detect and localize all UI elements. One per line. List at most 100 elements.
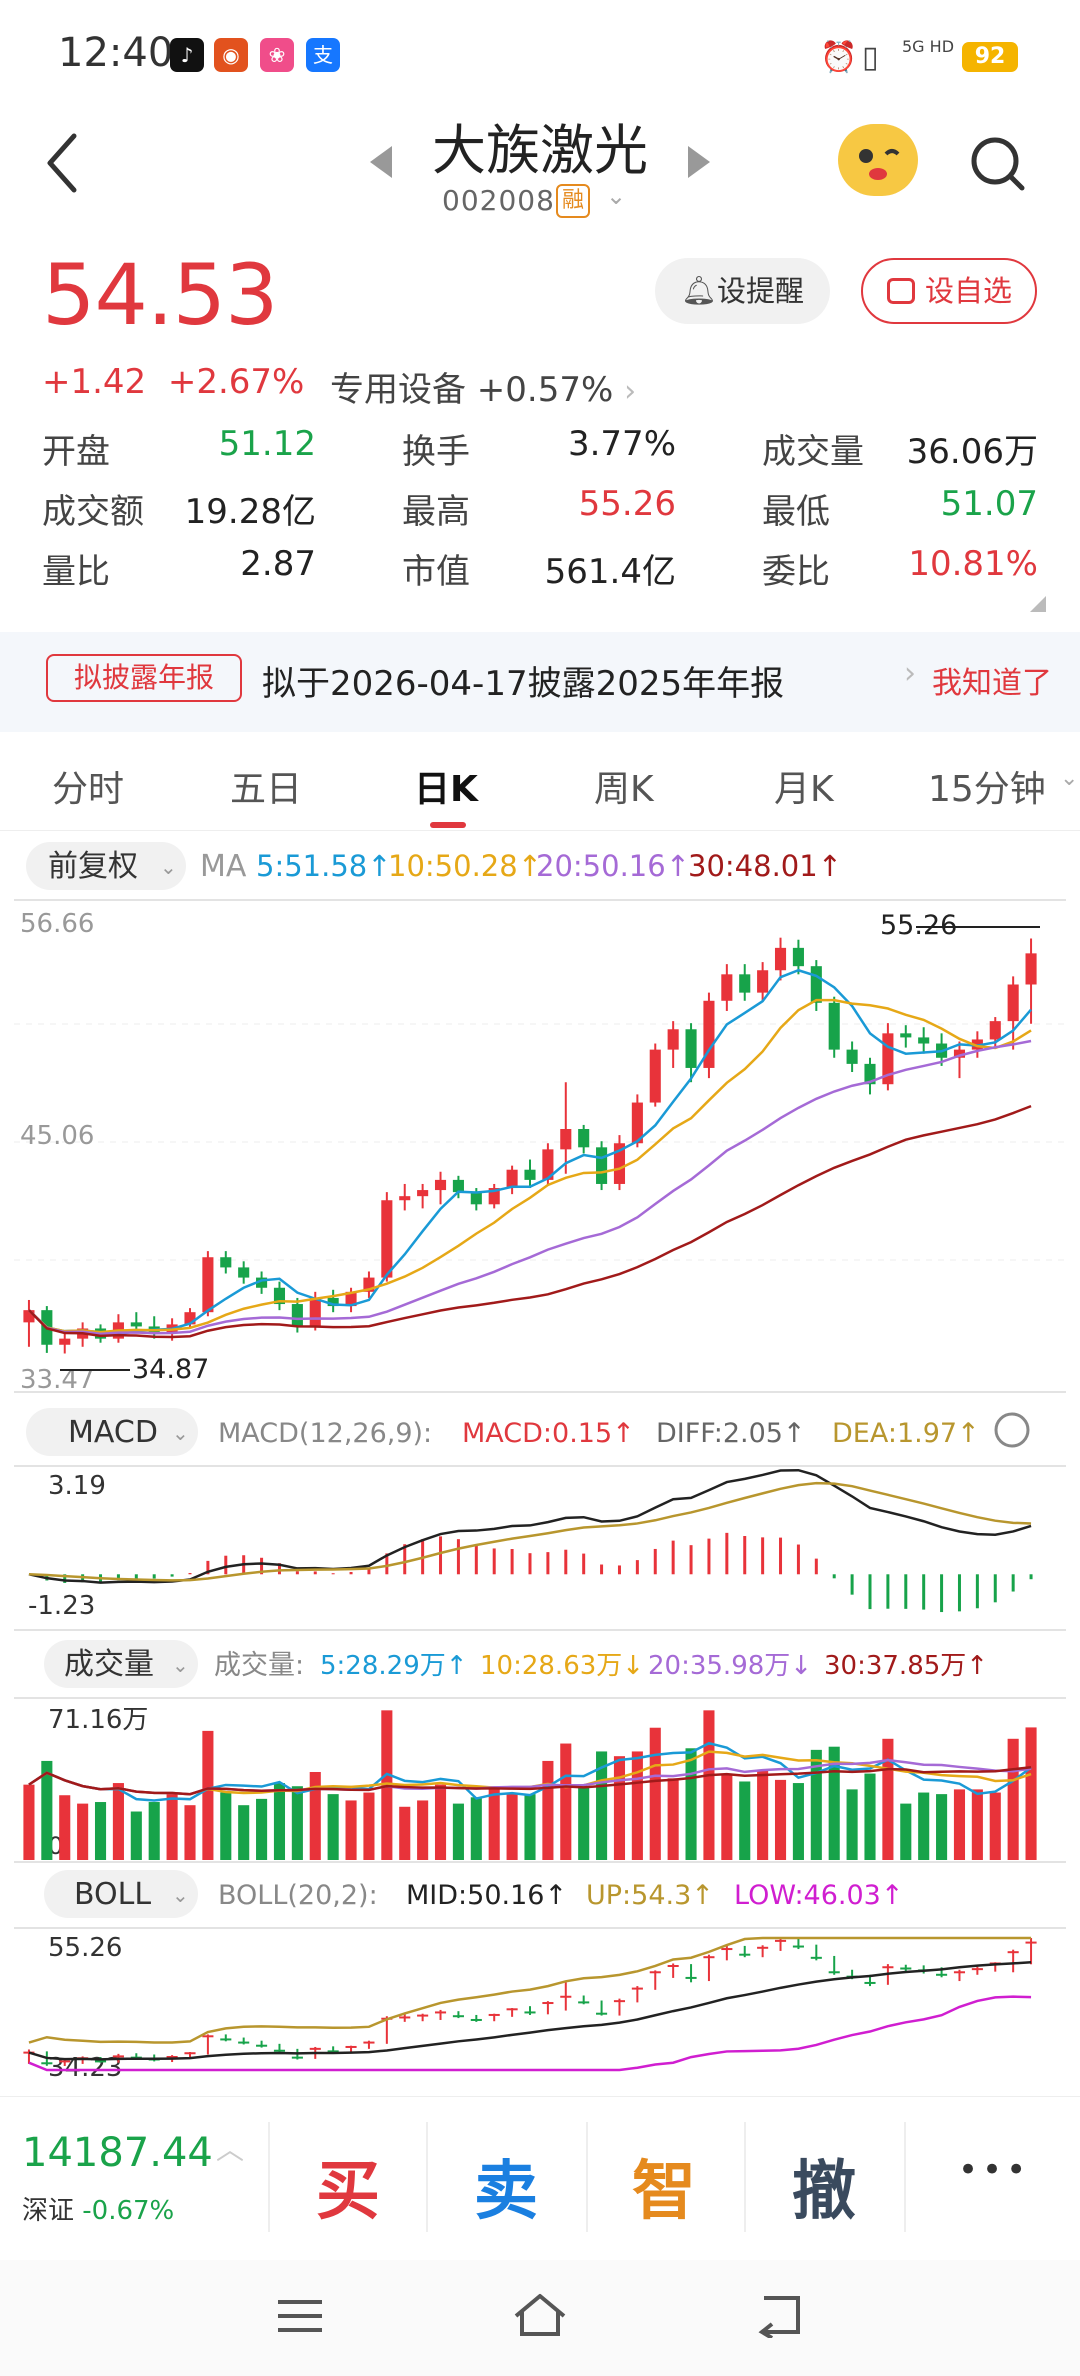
candle-body [434,1179,447,1191]
volume-bar [166,1794,178,1860]
candle-body [220,1257,232,1268]
price-axis-top: 56.66 [20,909,94,939]
candle-body [918,1037,930,1044]
tab-15min[interactable]: 15分钟 [928,769,1046,810]
tab-intraday[interactable]: 分时 [52,769,125,810]
divider [586,2122,588,2232]
margin-trading-badge: 融 [556,184,590,218]
back-arrow-icon [47,133,77,193]
candle-body [327,1297,339,1307]
candle-body [381,1200,393,1278]
expand-corner-icon[interactable] [1030,596,1046,612]
candle-body [703,1000,715,1068]
ma30-label: 30:48.01↑ [688,849,842,883]
tab-monthly-k[interactable]: 月K [774,769,834,810]
home-icon[interactable] [512,2290,568,2340]
volume-bar [685,1748,697,1860]
next-stock-button[interactable] [688,146,710,178]
ma20-label: 20:50.16↑ [536,849,690,883]
chevron-down-icon[interactable]: ⌄ [606,182,627,210]
index-value[interactable]: 14187.44 [22,2130,213,2176]
candle-body [23,1310,35,1323]
back-button[interactable] [40,128,90,198]
mascot-icon[interactable] [838,124,918,196]
sector-link[interactable]: 专用设备 +0.57% › [330,362,636,411]
stat-label: 换手 [402,432,470,472]
status-time: 12:40 [58,30,174,76]
kline-chart[interactable]: 前复权 ⌄ MA 5:51.58↑ 10:50.28↑ 20:50.16↑ 30… [0,830,1080,2090]
volume-bar [792,1783,804,1860]
alarm-icon: ⏰ [820,40,858,75]
divider [904,2122,906,2232]
candle-body [184,1312,196,1325]
search-button[interactable] [968,134,1028,194]
stat-value: 51.12 [218,424,316,464]
status-bar: 12:40 ♪ ◉ ❀ 支 ⏰ ▯ 5G HD 92 [0,0,1080,110]
volume-bar [936,1794,948,1860]
tab-daily-k[interactable]: 日K [414,769,478,810]
boll-up: UP:54.3↑ [586,1880,714,1911]
tab-five-day[interactable]: 五日 [230,769,303,810]
buy-button[interactable]: 买 [316,2155,380,2229]
ma30-line [28,1104,1032,1339]
volume-selector-label: 成交量 [64,1647,154,1682]
boll-mid-band [28,1960,1032,2061]
stat-label: 委比 [762,552,830,592]
settings-icon[interactable] [994,1412,1030,1448]
volume-selector[interactable] [44,1640,198,1688]
volume-bar [256,1798,268,1860]
chevron-down-icon[interactable]: ⌄ [1060,766,1079,791]
set-alert-button[interactable]: 🔔︎ 设提醒 [655,258,830,324]
volume-bar [220,1792,232,1860]
candle-body [1025,953,1037,985]
notice-tag: 拟披露年报 [46,654,242,702]
stock-code: 002008 [442,184,555,217]
volume-bar [542,1760,554,1860]
boll-lower-band [28,1995,1032,2072]
volume-bar [345,1800,357,1860]
candle-body [757,970,769,993]
volume-bar [864,1773,876,1860]
volume-bar [363,1792,375,1860]
boll-selector[interactable] [44,1870,198,1918]
sell-button[interactable]: 卖 [474,2155,538,2229]
volume-bar [1007,1738,1019,1860]
candle-body [452,1179,464,1193]
bell-icon: 🔔︎ [681,274,717,307]
ma-prefix: MA [200,849,247,884]
vol-ma10-label: 10:28.63万↓ [480,1651,644,1681]
prev-stock-button[interactable] [370,146,392,178]
boll-panel: 55.26 34.23 [14,1927,1066,2083]
candle-body [792,947,804,967]
more-button[interactable]: ••• [958,2150,1031,2190]
last-price: 54.53 [42,246,278,344]
price-axis-mid: 45.06 [20,1121,94,1151]
volume-bar [989,1792,1001,1860]
adjust-label: 前复权 [48,849,138,884]
cancel-order-button[interactable]: 撤 [792,2155,856,2229]
smart-trade-button[interactable]: 智 [632,2155,696,2229]
candle-body [506,1169,518,1189]
notice-dismiss-button[interactable]: 我知道了 [932,666,1052,701]
stat-value: 55.26 [578,484,676,524]
macd-selector-label: MACD [68,1415,158,1450]
candle-body [596,1147,608,1184]
candle-body [488,1188,500,1205]
trade-bar [0,2096,1080,2260]
chevron-right-icon: › [904,656,916,691]
candle-body [864,1063,876,1085]
index-change: -0.67% [82,2196,175,2226]
volume-bar [918,1792,930,1860]
adjust-selector[interactable] [26,842,186,890]
tab-weekly-k[interactable]: 周K [594,769,654,810]
menu-icon[interactable] [276,2296,324,2336]
macd-selector[interactable] [26,1408,198,1456]
add-watchlist-button[interactable]: 设自选 [861,258,1037,324]
candle-body [685,1029,697,1068]
boll-mid: MID:50.16↑ [406,1880,567,1911]
stat-label: 成交额 [42,492,144,532]
volume-bar [900,1803,912,1860]
candle-body [953,1049,966,1058]
alipay-icon: 支 [306,38,340,72]
back-nav-icon[interactable] [754,2292,804,2338]
